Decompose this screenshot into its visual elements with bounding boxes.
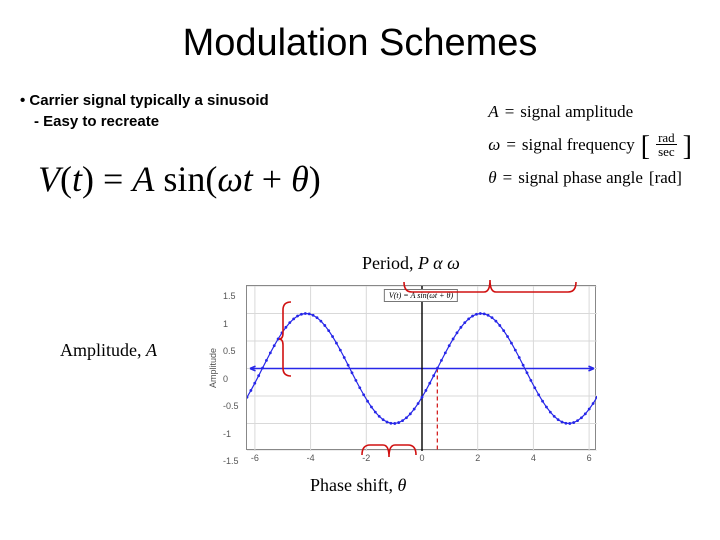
- phase-label: Phase shift, θ: [310, 475, 406, 496]
- bullet-list: Carrier signal typically a sinusoid Easy…: [20, 90, 269, 132]
- period-var: P: [418, 253, 429, 273]
- unit-rad: rad: [656, 131, 677, 145]
- def-frequency: ω = signal frequency [ rad sec ]: [488, 128, 692, 161]
- def-w-unit: rad sec: [656, 131, 677, 158]
- amp-var: A: [146, 340, 157, 360]
- formula-omega: ω: [217, 159, 242, 199]
- period-brace: [402, 280, 578, 294]
- def-th-sym: θ: [488, 161, 496, 194]
- chart-plot-area: V(t) = A sin(ωt + θ) Amplitude -1.5-1-0.…: [246, 285, 596, 450]
- amplitude-label: Amplitude, A: [60, 340, 157, 361]
- def-phase: θ = signal phase angle [rad]: [488, 161, 692, 194]
- phase-pre: Phase shift,: [310, 475, 398, 495]
- def-th-unit: rad: [655, 168, 677, 187]
- def-A-sym: A: [488, 95, 498, 128]
- amplitude-brace: [279, 300, 293, 378]
- formula-t: t: [72, 159, 82, 199]
- def-amplitude: A = signal amplitude: [488, 95, 692, 128]
- formula-sin: sin: [163, 159, 205, 199]
- page-title: Modulation Schemes: [0, 22, 720, 65]
- unit-sec: sec: [656, 145, 677, 158]
- chart-ylabel: Amplitude: [208, 347, 218, 387]
- formula-plus: +: [262, 159, 282, 199]
- bullet-2: Easy to recreate: [34, 111, 269, 132]
- period-omega: ω: [447, 253, 460, 273]
- period-pre: Period,: [362, 253, 418, 273]
- def-w-sym: ω: [488, 128, 500, 161]
- formula-t2: t: [243, 159, 253, 199]
- definitions-block: A = signal amplitude ω = signal frequenc…: [488, 95, 692, 194]
- period-rel: α: [429, 253, 447, 273]
- formula-A: A: [132, 159, 154, 199]
- formula-theta: θ: [291, 159, 309, 199]
- period-label: Period, P α ω: [362, 253, 460, 274]
- phase-var: θ: [398, 475, 407, 495]
- sine-chart: V(t) = A sin(ωt + θ) Amplitude -1.5-1-0.…: [210, 275, 610, 470]
- formula-V: V: [38, 159, 60, 199]
- def-w-text: signal frequency: [522, 128, 635, 161]
- def-th-text: signal phase angle: [518, 161, 643, 194]
- main-formula: V(t) = A sin(ωt + θ): [38, 158, 321, 200]
- amp-pre: Amplitude,: [60, 340, 146, 360]
- def-A-text: signal amplitude: [520, 95, 633, 128]
- bullet-1: Carrier signal typically a sinusoid: [20, 90, 269, 111]
